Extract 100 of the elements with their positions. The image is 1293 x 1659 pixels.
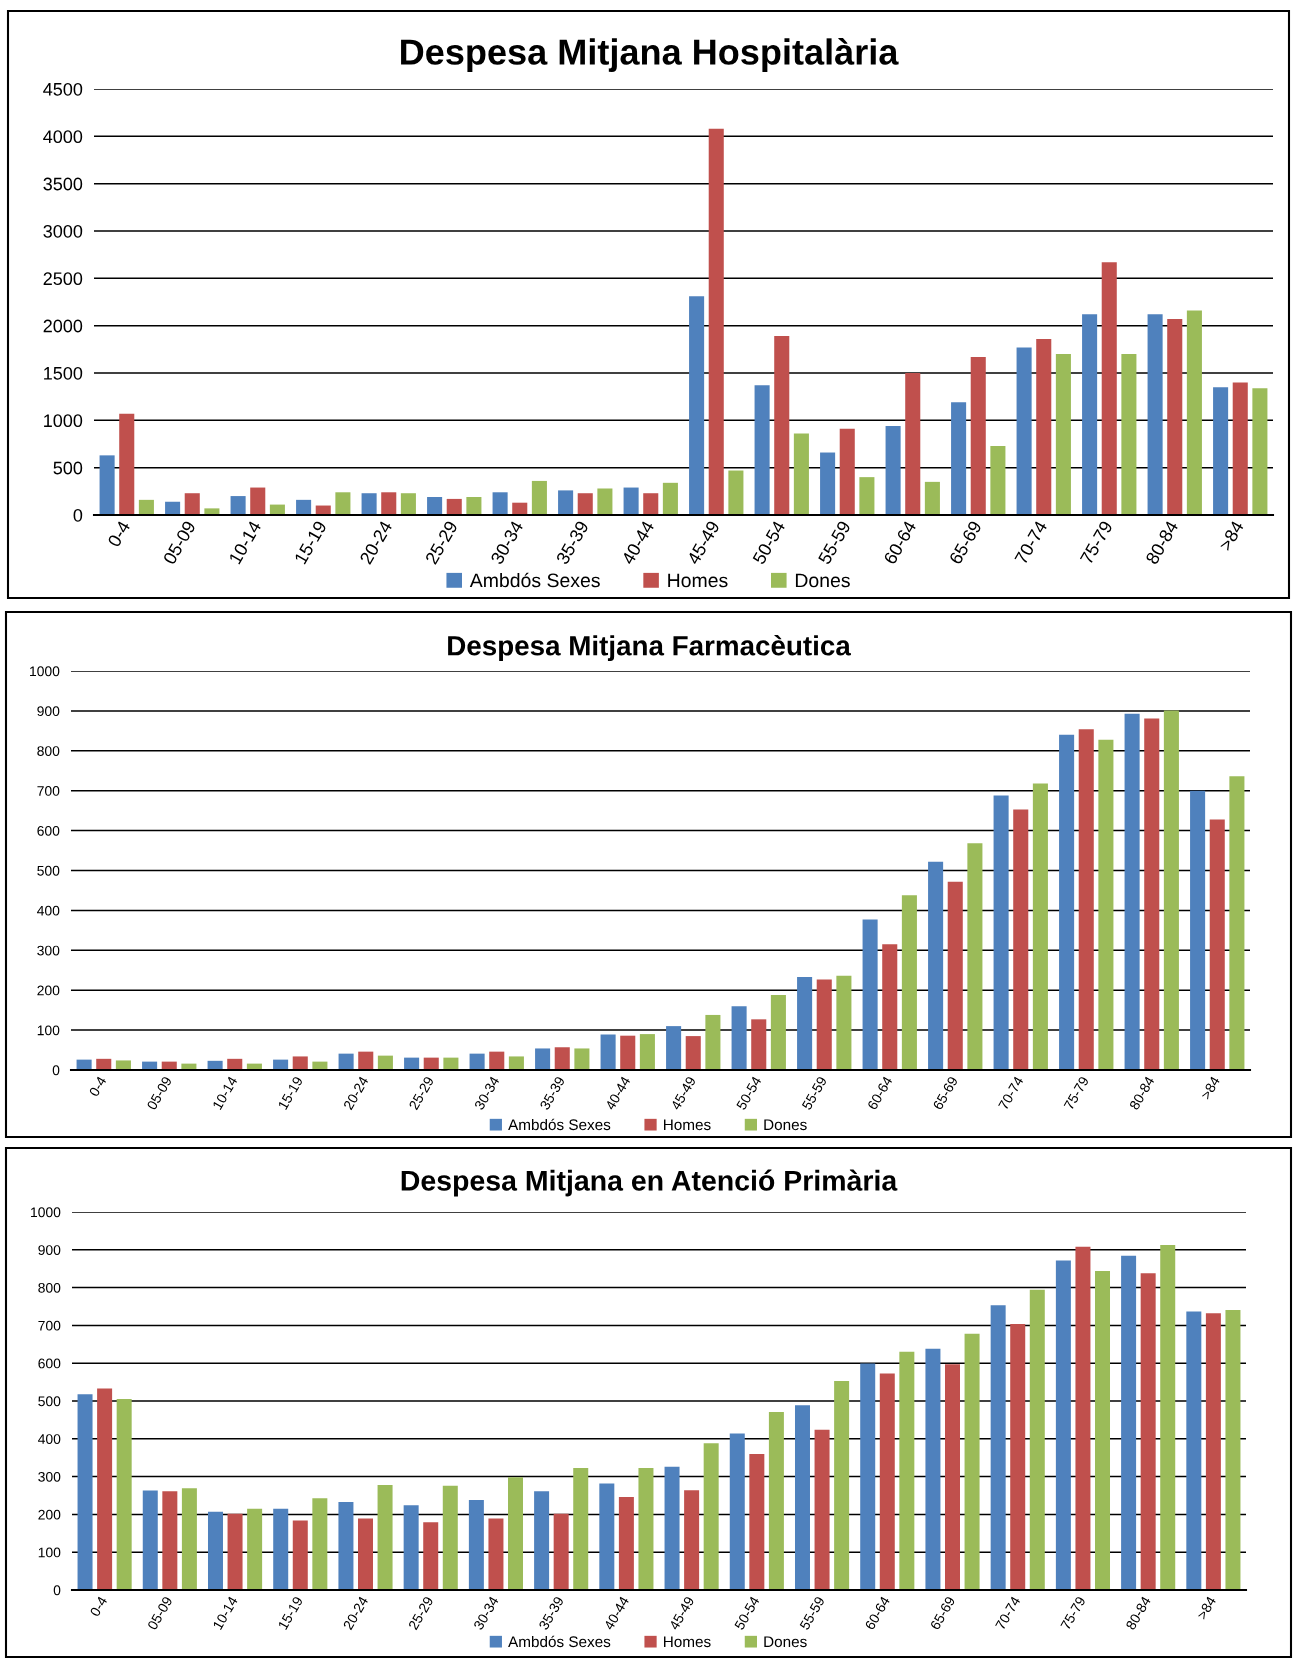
bar [535,1048,551,1070]
bar [770,994,786,1070]
bar [1032,783,1048,1070]
bar [1144,718,1160,1070]
bar [1205,1313,1221,1590]
bar [1124,713,1140,1070]
bar [860,1363,876,1590]
bar [1225,1309,1241,1590]
bar [468,1500,484,1590]
bar [820,452,836,515]
y-tick-label: 700 [37,786,60,796]
y-tick-label: 500 [38,1396,61,1407]
chart-title: Despesa Mitjana Farmacèutica [448,634,851,662]
y-tick-label: 2000 [43,319,83,333]
bar [488,1518,504,1590]
bar [684,1490,700,1590]
bar [250,487,266,515]
bar [794,1405,810,1590]
bar [768,1411,784,1590]
bar [1140,1273,1156,1590]
bar [1010,1323,1026,1590]
bar [754,385,770,515]
bar [597,488,613,515]
bar [1147,314,1163,515]
bar [905,373,921,515]
bar [990,1305,1006,1590]
bar [554,1047,570,1070]
bar [1055,354,1071,515]
bar [358,1518,373,1590]
bar [599,1483,615,1590]
y-tick-label: 300 [38,1471,61,1482]
y-tick-label: 400 [37,905,60,916]
chart-title: Despesa Mitjana en Atenció Primària [401,1169,898,1197]
bar [666,1026,682,1070]
bar [427,497,443,515]
legend-label: Homes [664,1119,711,1131]
y-tick-label: 1500 [44,366,83,380]
bar [836,975,852,1070]
bar [945,1364,960,1590]
bar [1186,310,1202,515]
x-tick-label: 0-4 [88,1075,107,1098]
bar [623,487,639,515]
bar [662,482,678,515]
bar [469,1053,485,1070]
y-tick-label: 4000 [43,130,83,144]
bar [492,492,508,515]
bar [951,402,967,515]
bar [1232,382,1248,515]
bar [1036,338,1052,515]
bar [729,1433,745,1590]
bar [970,356,986,515]
y-tick-label: 0 [52,1065,60,1076]
bar [925,1348,941,1590]
bar [338,1053,354,1070]
bar [227,1513,243,1590]
y-tick-label: 500 [37,865,60,876]
bar [1013,809,1029,1070]
bar [862,919,878,1070]
bar [899,1351,915,1590]
bar [442,1485,458,1590]
bar [705,1014,721,1070]
bar [664,1466,680,1590]
bar [1167,319,1183,515]
bar [358,1051,374,1070]
y-tick-label: 1000 [30,666,60,677]
bar [312,1498,328,1590]
bar [1098,739,1114,1070]
bar [901,895,917,1070]
bar [924,481,940,515]
bar [423,1522,439,1590]
bar [1229,776,1245,1070]
bar [638,1467,654,1590]
bar [990,445,1006,515]
y-tick-label: 3500 [43,177,83,191]
bar [77,1394,93,1590]
bar [338,1501,354,1590]
bar [184,493,200,515]
bar [489,1051,505,1070]
bar [247,1508,263,1590]
x-tick-label: >84 [1218,519,1245,552]
bar [292,1056,308,1070]
legend-label: Dones [795,573,850,588]
bar [446,498,462,515]
y-tick-label: 500 [53,461,83,475]
bar [273,1508,289,1590]
bar [99,455,115,515]
bar [1082,314,1098,515]
x-tick-label: >84 [1196,1595,1217,1621]
bar [1101,262,1117,515]
bar [834,1380,850,1590]
bar [703,1443,719,1590]
bar [381,492,397,515]
y-tick-label: 400 [38,1434,61,1444]
bar [1055,1260,1071,1590]
bar [230,496,246,515]
bar [573,1467,589,1590]
bar [116,1399,132,1590]
bar [620,1035,636,1070]
y-tick-label: 600 [37,825,60,836]
bar [577,493,593,515]
